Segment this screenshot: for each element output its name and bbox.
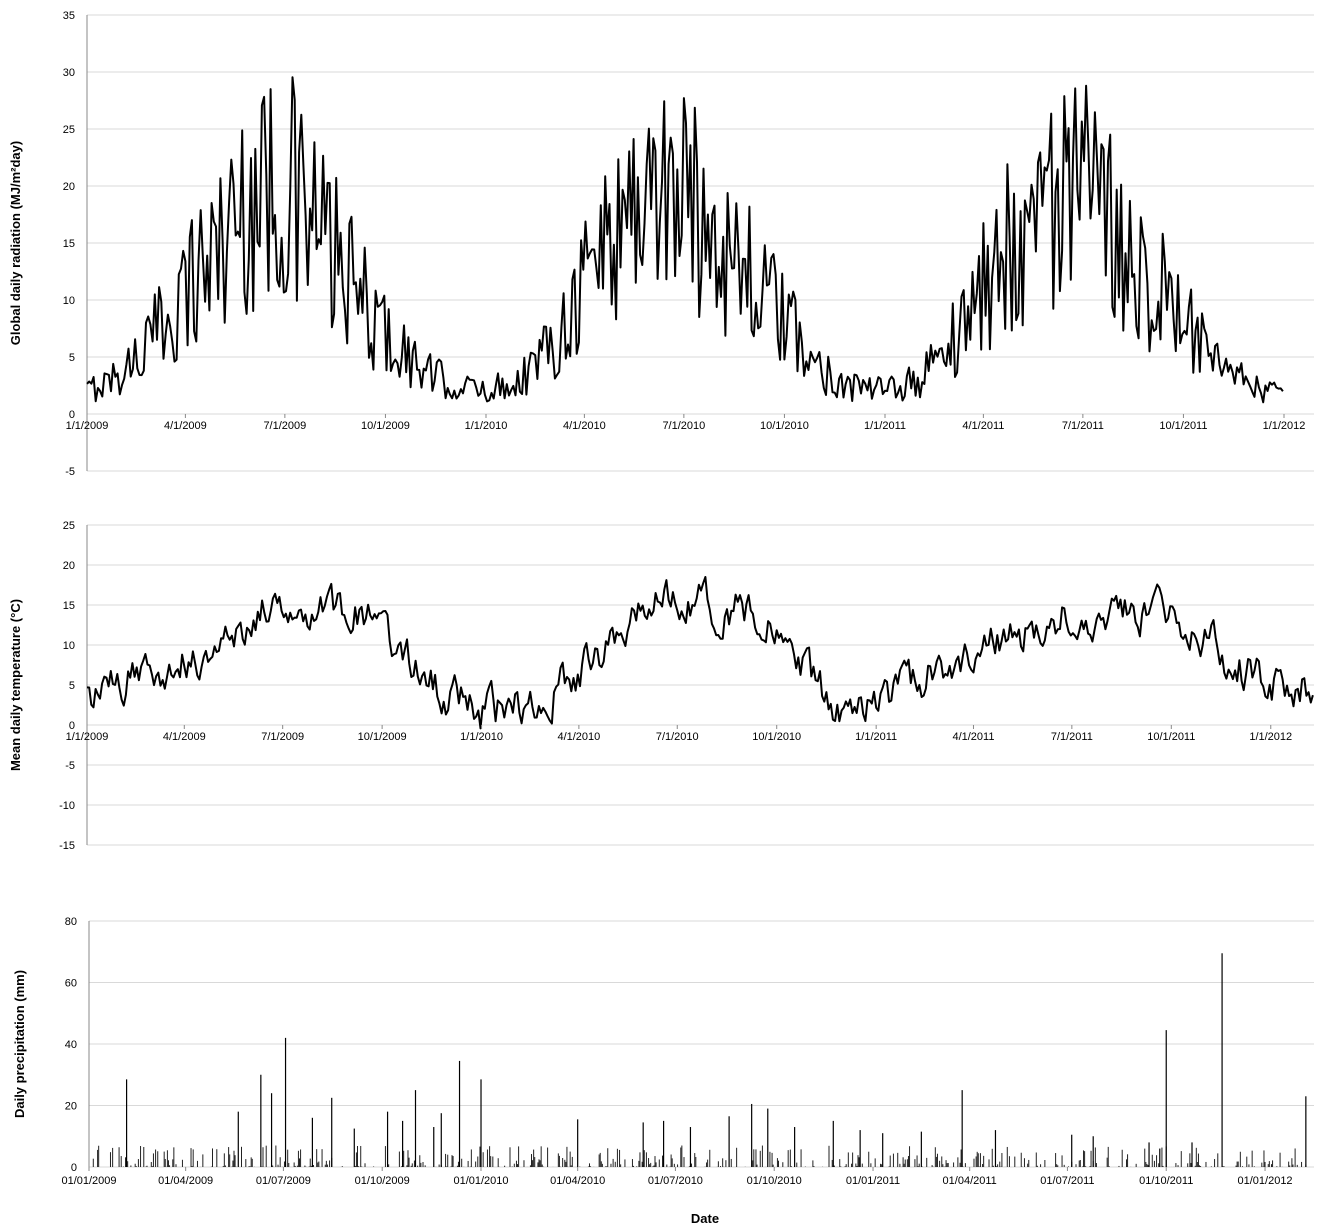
y-tick-label: 15 xyxy=(63,238,75,250)
x-tick-label: 01/07/2009 xyxy=(256,1175,311,1187)
x-tick-label: 01/01/2010 xyxy=(453,1175,508,1187)
x-tick-label: 01/10/2009 xyxy=(355,1175,410,1187)
x-tick-label: 4/1/2010 xyxy=(557,731,600,743)
y-tick-label: 5 xyxy=(69,680,75,692)
y-tick-label: 60 xyxy=(65,978,77,990)
x-tick-label: 7/1/2010 xyxy=(662,420,705,432)
x-tick-label: 01/10/2010 xyxy=(747,1175,802,1187)
y-tick-label: 0 xyxy=(71,1162,77,1174)
x-axis-title: Date xyxy=(691,1211,719,1226)
x-tick-label: 1/1/2010 xyxy=(460,731,503,743)
y-tick-label: 10 xyxy=(63,640,75,652)
y-tick-label: 5 xyxy=(69,352,75,364)
x-tick-label: 10/1/2011 xyxy=(1147,731,1195,743)
x-tick-label: 7/1/2009 xyxy=(261,731,304,743)
y-axis-title: Daily precipitation (mm) xyxy=(12,970,27,1118)
y-axis-title: Mean daily temperature (°C) xyxy=(8,599,23,771)
y-tick-label: 80 xyxy=(65,916,77,928)
y-axis-title: Global daily radiation (MJ/m²day) xyxy=(8,141,23,345)
x-tick-label: 4/1/2011 xyxy=(952,731,994,743)
y-tick-label: 25 xyxy=(63,520,75,532)
x-tick-label: 01/01/2011 xyxy=(846,1175,900,1187)
y-tick-label: 15 xyxy=(63,600,75,612)
x-tick-label: 7/1/2009 xyxy=(263,420,306,432)
y-tick-label: -15 xyxy=(59,840,75,852)
x-tick-label: 1/1/2012 xyxy=(1263,420,1306,432)
y-tick-label: 40 xyxy=(65,1039,77,1051)
y-tick-label: 0 xyxy=(69,409,75,421)
x-tick-label: 10/1/2009 xyxy=(358,731,407,743)
x-tick-label: 10/1/2010 xyxy=(752,731,801,743)
y-tick-label: 20 xyxy=(63,181,75,193)
series-line-radiation xyxy=(86,76,1284,404)
x-tick-label: 1/1/2011 xyxy=(864,420,906,432)
x-tick-label: 1/1/2009 xyxy=(66,731,109,743)
x-tick-label: 7/1/2010 xyxy=(656,731,699,743)
y-tick-label: 20 xyxy=(65,1101,77,1113)
x-tick-label: 10/1/2011 xyxy=(1159,420,1207,432)
x-tick-label: 1/1/2011 xyxy=(855,731,897,743)
y-tick-label: 0 xyxy=(69,720,75,732)
x-tick-label: 01/04/2011 xyxy=(943,1175,997,1187)
x-tick-label: 4/1/2009 xyxy=(163,731,206,743)
x-tick-label: 1/1/2012 xyxy=(1249,731,1292,743)
x-tick-label: 01/07/2011 xyxy=(1040,1175,1094,1187)
x-tick-label: 10/1/2009 xyxy=(361,420,410,432)
x-tick-label: 01/01/2012 xyxy=(1238,1175,1293,1187)
x-tick-label: 01/01/2009 xyxy=(61,1175,116,1187)
x-tick-label: 4/1/2009 xyxy=(164,420,207,432)
x-tick-label: 4/1/2010 xyxy=(563,420,606,432)
x-tick-label: 7/1/2011 xyxy=(1051,731,1093,743)
x-tick-label: 1/1/2010 xyxy=(465,420,508,432)
x-tick-label: 1/1/2009 xyxy=(66,420,109,432)
y-tick-label: 25 xyxy=(63,124,75,136)
series-line-temperature xyxy=(86,576,1314,730)
x-tick-label: 10/1/2010 xyxy=(760,420,809,432)
y-tick-label: -10 xyxy=(59,800,75,812)
x-tick-label: 4/1/2011 xyxy=(962,420,1004,432)
y-tick-label: -5 xyxy=(65,466,75,478)
x-tick-label: 01/07/2010 xyxy=(648,1175,703,1187)
y-tick-label: -5 xyxy=(65,760,75,772)
x-tick-label: 7/1/2011 xyxy=(1062,420,1104,432)
x-tick-label: 01/04/2009 xyxy=(158,1175,213,1187)
y-tick-label: 30 xyxy=(63,67,75,79)
x-tick-label: 01/10/2011 xyxy=(1139,1175,1193,1187)
x-tick-label: 01/04/2010 xyxy=(550,1175,605,1187)
y-tick-label: 35 xyxy=(63,10,75,22)
y-tick-label: 20 xyxy=(63,560,75,572)
y-tick-label: 10 xyxy=(63,295,75,307)
